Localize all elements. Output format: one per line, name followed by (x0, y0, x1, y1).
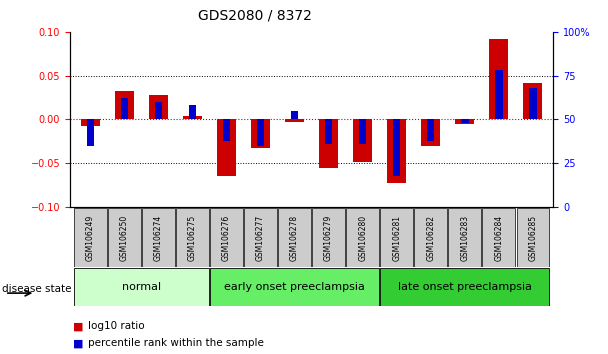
FancyBboxPatch shape (415, 208, 447, 267)
Bar (149, 95, 168, 120)
Text: percentile rank within the sample: percentile rank within the sample (88, 338, 264, 348)
Text: ■: ■ (73, 338, 83, 348)
Bar (115, 91, 134, 120)
FancyBboxPatch shape (210, 208, 243, 267)
Bar (359, 120, 367, 144)
Bar (523, 83, 542, 120)
Bar (188, 105, 196, 120)
Text: normal: normal (122, 282, 161, 292)
FancyBboxPatch shape (244, 208, 277, 267)
Bar (257, 120, 264, 146)
Bar (217, 120, 236, 176)
Bar (120, 98, 128, 120)
Text: log10 ratio: log10 ratio (88, 321, 145, 331)
Text: ■: ■ (73, 321, 83, 331)
Text: GSM106279: GSM106279 (324, 215, 333, 261)
Text: GSM106276: GSM106276 (222, 215, 231, 261)
FancyBboxPatch shape (74, 268, 209, 306)
Bar (427, 120, 435, 141)
FancyBboxPatch shape (381, 208, 413, 267)
FancyBboxPatch shape (347, 208, 379, 267)
Text: GSM106275: GSM106275 (188, 215, 197, 261)
Text: GSM106283: GSM106283 (460, 215, 469, 261)
Text: GSM106281: GSM106281 (392, 215, 401, 261)
Bar (319, 120, 338, 168)
Bar (325, 120, 333, 144)
Text: GDS2080 / 8372: GDS2080 / 8372 (198, 9, 313, 23)
Text: GSM106280: GSM106280 (358, 215, 367, 261)
FancyBboxPatch shape (278, 208, 311, 267)
Bar (455, 120, 474, 124)
FancyBboxPatch shape (142, 208, 174, 267)
Bar (81, 120, 100, 126)
Bar (353, 120, 372, 161)
FancyBboxPatch shape (176, 208, 209, 267)
Text: GSM106282: GSM106282 (426, 215, 435, 261)
Bar (393, 120, 401, 176)
Bar (251, 120, 270, 148)
FancyBboxPatch shape (449, 208, 481, 267)
Text: GSM106274: GSM106274 (154, 215, 163, 261)
Text: GSM106285: GSM106285 (528, 215, 537, 261)
Bar (387, 120, 406, 183)
Bar (86, 120, 94, 146)
Bar (495, 70, 503, 120)
Text: disease state: disease state (2, 284, 71, 293)
FancyBboxPatch shape (381, 268, 549, 306)
FancyBboxPatch shape (517, 208, 549, 267)
FancyBboxPatch shape (483, 208, 515, 267)
FancyBboxPatch shape (210, 268, 379, 306)
Bar (154, 102, 162, 120)
Text: GSM106250: GSM106250 (120, 215, 129, 261)
Bar (285, 120, 304, 122)
FancyBboxPatch shape (313, 208, 345, 267)
Bar (183, 116, 202, 120)
Bar (291, 111, 299, 120)
Text: GSM106277: GSM106277 (256, 215, 265, 261)
FancyBboxPatch shape (108, 208, 140, 267)
Bar (421, 120, 440, 146)
Text: GSM106249: GSM106249 (86, 215, 95, 261)
Bar (529, 88, 537, 120)
FancyBboxPatch shape (74, 208, 106, 267)
Text: GSM106278: GSM106278 (290, 215, 299, 261)
Text: early onset preeclampsia: early onset preeclampsia (224, 282, 365, 292)
Text: GSM106284: GSM106284 (494, 215, 503, 261)
Bar (461, 120, 469, 123)
Text: late onset preeclampsia: late onset preeclampsia (398, 282, 532, 292)
Bar (223, 120, 230, 141)
Bar (489, 39, 508, 120)
